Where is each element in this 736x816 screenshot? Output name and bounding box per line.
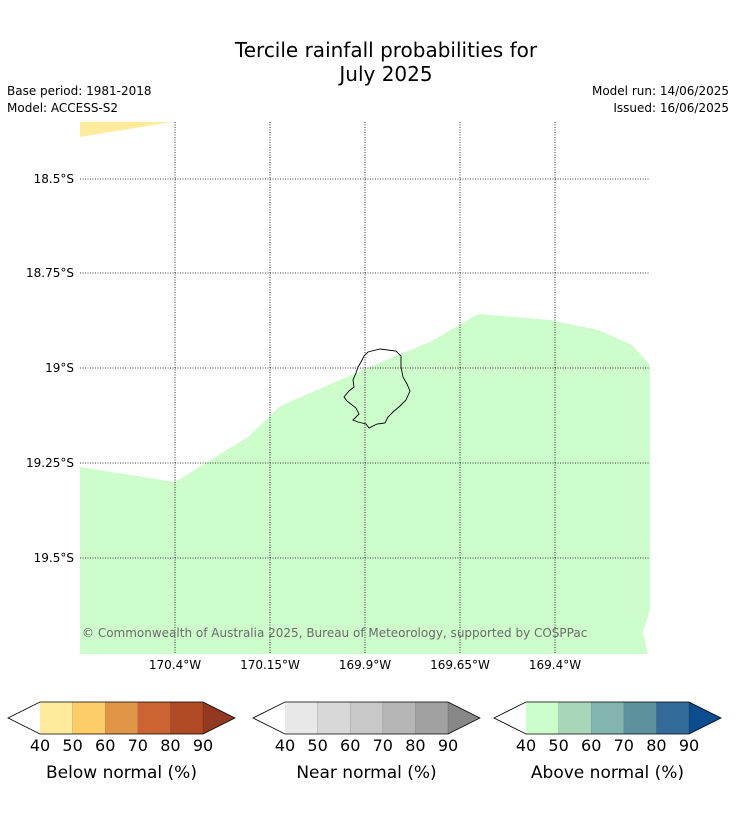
island-outline	[343, 348, 411, 429]
colorbar-tick-label: 60	[340, 736, 360, 755]
colorbar-tick-label: 80	[646, 736, 666, 755]
lat-label: 18.5°S	[34, 172, 74, 186]
model-run: Model run: 14/06/2025	[591, 84, 729, 98]
colorbar-segment	[317, 702, 351, 734]
colorbar-tick-label: 40	[275, 736, 295, 755]
colorbar-title: Near normal (%)	[296, 763, 436, 783]
colorbar-min-extension	[253, 702, 285, 734]
model-name: Model: ACCESS-S2	[7, 101, 119, 115]
colorbar-max-extension	[689, 702, 721, 734]
map-area	[80, 122, 650, 654]
below-normal-fill	[80, 122, 172, 137]
colorbar-segment	[105, 702, 138, 734]
colorbar-max-extension	[448, 702, 480, 734]
title-line-2: July 2025	[339, 62, 433, 86]
colorbar-min-extension	[494, 702, 526, 734]
colorbar-segment	[526, 702, 559, 734]
title-line-1: Tercile rainfall probabilities for	[234, 38, 538, 62]
colorbar-segment	[558, 702, 592, 734]
colorbar-tick-label: 80	[405, 736, 425, 755]
colorbar-tick-label: 90	[679, 736, 699, 755]
colorbar-tick-label: 40	[516, 736, 536, 755]
colorbar-outline	[493, 701, 722, 735]
latitude-labels: 18.5°S 18.75°S 19°S 19.25°S 19.5°S	[26, 172, 74, 565]
colorbar-tick-label: 70	[128, 736, 148, 755]
above-normal-fill	[80, 314, 650, 654]
lat-label: 19°S	[45, 361, 74, 375]
colorbar-segment	[285, 702, 318, 734]
issued-date: Issued: 16/06/2025	[613, 101, 729, 115]
base-period: Base period: 1981-2018	[7, 84, 152, 98]
colorbar-title: Below normal (%)	[46, 763, 197, 783]
longitude-labels: 170.4°W 170.15°W 169.9°W 169.65°W 169.4°W	[149, 658, 581, 672]
colorbar-title: Above normal (%)	[531, 763, 684, 783]
map-title: Tercile rainfall probabilities for July …	[0, 38, 736, 86]
lat-label: 18.75°S	[26, 266, 74, 280]
colorbar-tick-label: 60	[581, 736, 601, 755]
graticule	[80, 122, 650, 654]
colorbar-min-extension	[8, 702, 40, 734]
colorbar-tick-label: 90	[438, 736, 458, 755]
colorbar-tick-label: 90	[193, 736, 213, 755]
colorbar-tick-label: 50	[548, 736, 568, 755]
lon-label: 170.4°W	[149, 658, 201, 672]
meta-left: Base period: 1981-2018 Model: ACCESS-S2	[7, 83, 152, 117]
copyright-text: © Commonwealth of Australia 2025, Bureau…	[82, 626, 587, 640]
colorbar-segment	[170, 702, 203, 734]
colorbar-segment	[591, 702, 624, 734]
colorbar-tick-label: 50	[307, 736, 327, 755]
colorbar-tick-label: 60	[95, 736, 115, 755]
lat-label: 19.25°S	[26, 456, 74, 470]
colorbar-segment	[656, 702, 689, 734]
colorbar-max-extension	[203, 702, 235, 734]
colorbar-tick-label: 40	[30, 736, 50, 755]
lon-label: 169.65°W	[430, 658, 490, 672]
colorbar-segment	[623, 702, 657, 734]
colorbar-segment	[382, 702, 416, 734]
meta-right: Model run: 14/06/2025 Issued: 16/06/2025	[592, 83, 729, 117]
colorbar-3: 40 50 60 70 80 90 Above normal (%)	[493, 701, 722, 783]
colorbar-segment	[40, 702, 73, 734]
colorbar-tick-label: 70	[614, 736, 634, 755]
lon-label: 169.9°W	[339, 658, 391, 672]
colorbar-outline	[7, 701, 236, 735]
colorbar-1: 40 50 60 70 80 90 Below normal (%)	[7, 701, 236, 783]
colorbar-tick-label: 80	[160, 736, 180, 755]
colorbar-tick-label: 70	[373, 736, 393, 755]
colorbar-segment	[137, 702, 171, 734]
colorbar-segment	[350, 702, 383, 734]
colorbar-segment	[72, 702, 106, 734]
colorbar-tick-label: 50	[62, 736, 82, 755]
colorbar-segment	[415, 702, 448, 734]
colorbar-outline	[252, 701, 481, 735]
colorbar-legends: 40 50 60 70 80 90 Below normal (%) 40 50 60 70 80 90…	[7, 701, 722, 783]
lon-label: 170.15°W	[240, 658, 300, 672]
lat-label: 19.5°S	[34, 551, 74, 565]
lon-label: 169.4°W	[529, 658, 581, 672]
